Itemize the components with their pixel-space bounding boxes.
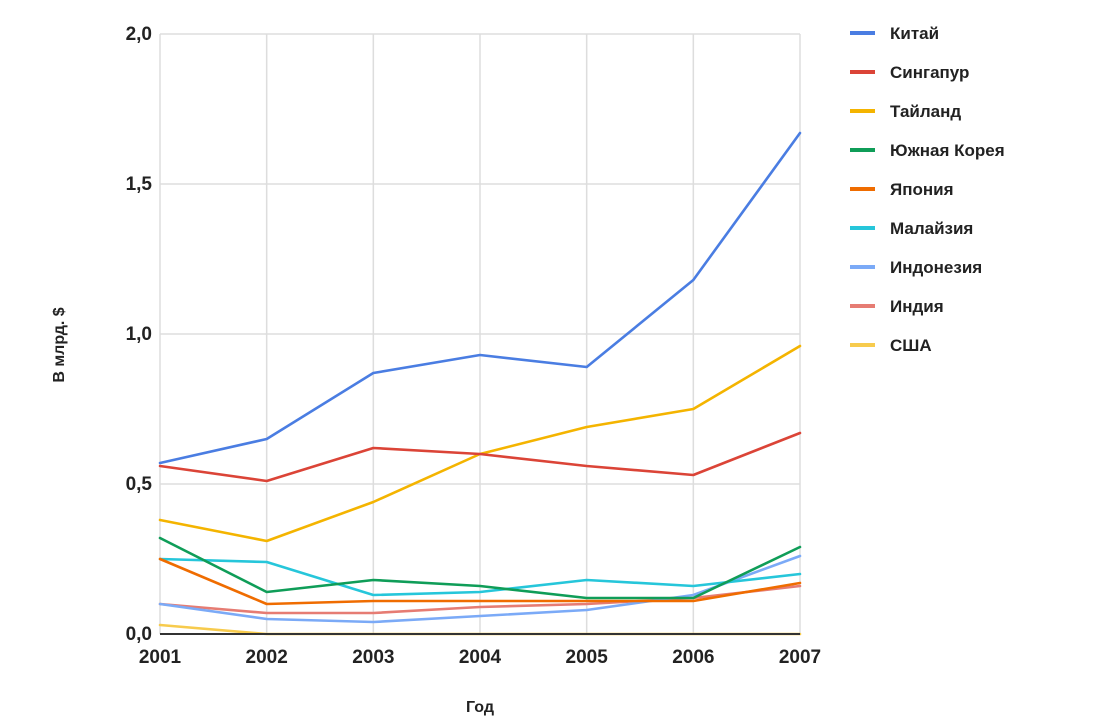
legend-label: Индонезия bbox=[890, 258, 982, 277]
legend-label: Сингапур bbox=[890, 63, 969, 82]
x-tick-label: 2004 bbox=[459, 647, 502, 668]
legend-item: Индия bbox=[850, 297, 944, 316]
legend-label: Южная Корея bbox=[890, 141, 1005, 160]
y-tick-label: 2,0 bbox=[126, 24, 152, 45]
series-line bbox=[158, 557, 802, 597]
y-tick-label: 0,5 bbox=[126, 474, 153, 495]
legend-label: Китай bbox=[890, 24, 939, 43]
y-tick-label: 1,0 bbox=[126, 324, 152, 345]
legend-item: Сингапур bbox=[850, 63, 969, 82]
legend-item: Южная Корея bbox=[850, 141, 1005, 160]
y-axis-ticks: 0,0 0,5 1,0 1,5 2,0 bbox=[126, 24, 153, 645]
legend-label: Индия bbox=[890, 297, 944, 316]
y-tick-label: 1,5 bbox=[126, 174, 153, 195]
series-line bbox=[158, 554, 802, 624]
legend-item: Китай bbox=[850, 24, 939, 43]
grid bbox=[159, 33, 801, 634]
legend-label: США bbox=[890, 336, 932, 355]
legend-item: Малайзия bbox=[850, 219, 973, 238]
legend-label: Япония bbox=[890, 180, 954, 199]
legend-label: Тайланд bbox=[890, 102, 961, 121]
legend: Китай Сингапур Тайланд Южная Корея Япония Мал… bbox=[850, 24, 1005, 355]
legend-item: Тайланд bbox=[850, 102, 961, 121]
x-axis-ticks: 2001 2002 2003 2004 2005 2006 2007 bbox=[139, 647, 821, 668]
legend-item: Индонезия bbox=[850, 258, 982, 277]
x-tick-label: 2003 bbox=[352, 647, 394, 668]
series-line bbox=[158, 536, 802, 600]
y-axis-title: В млрд. $ bbox=[51, 307, 68, 382]
legend-label: Малайзия bbox=[890, 219, 973, 238]
x-tick-label: 2006 bbox=[672, 647, 714, 668]
x-axis-title: Год bbox=[466, 699, 494, 716]
legend-item: Япония bbox=[850, 180, 954, 199]
series-line bbox=[158, 431, 802, 483]
series-line bbox=[158, 557, 802, 606]
y-tick-label: 0,0 bbox=[126, 624, 152, 645]
x-tick-label: 2007 bbox=[779, 647, 821, 668]
x-tick-label: 2001 bbox=[139, 647, 182, 668]
legend-item: США bbox=[850, 336, 932, 355]
x-tick-label: 2002 bbox=[246, 647, 288, 668]
series-line bbox=[158, 131, 802, 465]
x-tick-label: 2005 bbox=[566, 647, 609, 668]
